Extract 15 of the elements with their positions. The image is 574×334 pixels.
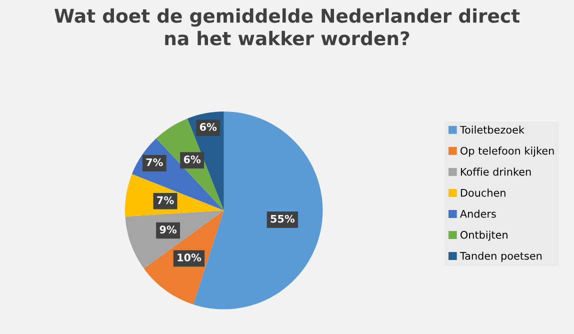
- legend-label: Tanden poetsen: [460, 252, 542, 262]
- data-label: 6%: [200, 123, 217, 131]
- data-label: 10%: [178, 254, 202, 262]
- legend-label: Anders: [460, 210, 496, 218]
- legend-label: Douchen: [460, 188, 506, 197]
- chart-title: Wat doet de gemiddelde Nederlander direct na het wakker worden?: [54, 8, 520, 46]
- data-label: 7%: [157, 196, 174, 204]
- legend-label: Op telefoon kijken: [460, 146, 554, 157]
- data-label: 55%: [270, 214, 295, 223]
- legend-label: Toiletbezoek: [460, 126, 524, 134]
- legend-label: Koffie drinken: [460, 168, 531, 176]
- legend-label: Ontbijten: [460, 230, 508, 241]
- data-label: 9%: [160, 226, 177, 234]
- data-label: 7%: [146, 158, 163, 166]
- data-label: 6%: [184, 155, 201, 164]
